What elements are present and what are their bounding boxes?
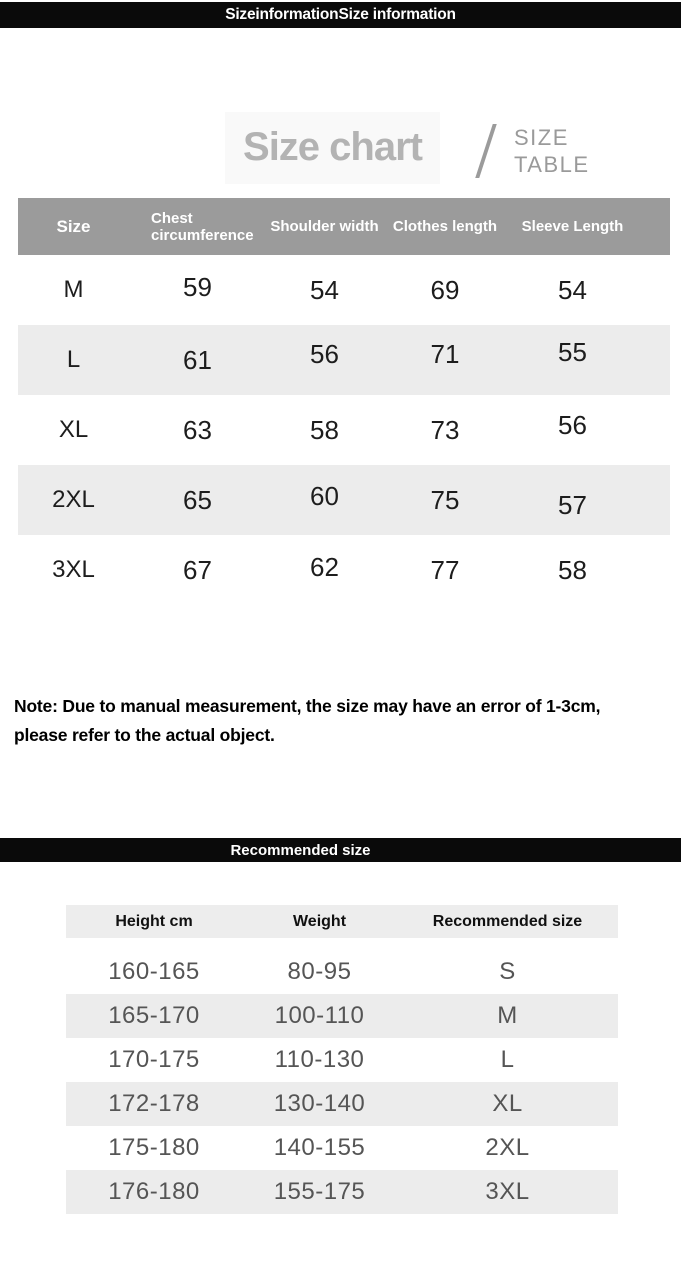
cell-clothes: 75	[430, 485, 460, 515]
cell-chest: 67	[183, 555, 212, 585]
cell-weight: 140-155	[273, 1134, 366, 1161]
cell-weight: 130-140	[273, 1090, 366, 1117]
column-header-height: Height cm	[115, 913, 193, 930]
size-chart-table: Size Chest circumference Shoulder width …	[18, 198, 670, 605]
cell-clothes: 77	[430, 555, 460, 585]
cell-size: L	[66, 346, 81, 373]
cell-weight: 80-95	[287, 958, 352, 985]
cell-height: 176-180	[108, 1178, 200, 1205]
cell-size: 3XL	[52, 556, 95, 583]
cell-height: 175-180	[108, 1134, 200, 1161]
table-row-3xl: 3XL 67 62 77 58	[18, 535, 670, 605]
cell-recommended: S	[499, 958, 516, 985]
cell-weight: 100-110	[274, 1002, 365, 1029]
measurement-note: Note: Due to manual measurement, the siz…	[14, 692, 669, 750]
cell-weight: 110-130	[274, 1046, 365, 1073]
cell-recommended: M	[497, 1002, 518, 1029]
cell-height: 172-178	[108, 1090, 200, 1117]
column-header-shoulder: Shoulder width	[270, 218, 379, 235]
cell-sleeve: 57	[558, 490, 587, 520]
cell-shoulder: 54	[310, 275, 339, 305]
table-row-m: 165-170 100-110 M	[66, 994, 618, 1038]
table-row-3xl: 176-180 155-175 3XL	[66, 1170, 618, 1214]
table-row-l: 170-175 110-130 L	[66, 1038, 618, 1082]
cell-sleeve: 58	[558, 555, 587, 585]
cell-chest: 63	[183, 415, 212, 445]
cell-shoulder: 58	[310, 415, 339, 445]
table-row-xl: 172-178 130-140 XL	[66, 1082, 618, 1126]
cell-sleeve: 56	[558, 410, 587, 440]
size-table-label: SIZE TABLE	[514, 124, 590, 178]
table-row-2xl: 2XL 65 60 75 57	[18, 465, 670, 535]
size-table-label-line2: TABLE	[514, 152, 590, 177]
recommended-size-banner: Recommended size	[0, 838, 681, 862]
recommended-table-body: 160-165 80-95 S 165-170 100-110 M 170-17…	[66, 950, 618, 1214]
cell-height: 170-175	[108, 1046, 200, 1073]
table-row-m: M 59 54 69 54	[18, 255, 670, 325]
cell-clothes: 71	[430, 339, 460, 369]
table-row-xl: XL 63 58 73 56	[18, 395, 670, 465]
recommended-header-row: Height cm Weight Recommended size	[66, 905, 618, 938]
cell-recommended: 3XL	[485, 1178, 530, 1205]
cell-clothes: 69	[430, 275, 460, 305]
recommended-size-banner-label: Recommended size	[230, 841, 371, 859]
cell-clothes: 73	[430, 415, 460, 445]
column-header-recommended: Recommended size	[432, 913, 583, 930]
cell-size: 2XL	[52, 486, 95, 513]
size-chart-header-row: Size Chest circumference Shoulder width …	[18, 198, 670, 255]
cell-chest: 65	[183, 485, 212, 515]
column-header-clothes: Clothes length	[392, 218, 498, 235]
cell-chest: 61	[183, 345, 212, 375]
column-header-weight: Weight	[292, 913, 347, 930]
cell-weight: 155-175	[273, 1178, 366, 1205]
cell-height: 160-165	[108, 958, 200, 985]
column-header-sleeve: Sleeve Length	[521, 218, 624, 235]
size-table-label-line1: SIZE	[514, 125, 569, 150]
cell-shoulder: 60	[310, 481, 339, 511]
top-banner: SizeinformationSize information	[0, 2, 681, 28]
cell-size: XL	[58, 416, 89, 443]
top-banner-label: SizeinformationSize information	[225, 6, 456, 23]
table-row-s: 160-165 80-95 S	[66, 950, 618, 994]
cell-sleeve: 55	[558, 337, 587, 367]
note-line2: please refer to the actual object.	[14, 725, 275, 745]
column-header-chest-text: Chest circumference	[151, 209, 254, 244]
column-header-chest: Chest circumference	[129, 210, 266, 244]
cell-shoulder: 56	[310, 339, 339, 369]
note-line1: Note: Due to manual measurement, the siz…	[14, 696, 601, 716]
table-row-l: L 61 56 71 55	[18, 325, 670, 395]
table-row-2xl: 175-180 140-155 2XL	[66, 1126, 618, 1170]
cell-recommended: L	[500, 1046, 515, 1073]
cell-chest: 59	[183, 272, 212, 302]
column-header-size: Size	[56, 217, 91, 236]
cell-height: 165-170	[108, 1002, 200, 1029]
cell-size: M	[63, 276, 84, 303]
size-chart-title: Size chart	[225, 112, 440, 184]
cell-shoulder: 62	[310, 552, 339, 582]
recommended-size-table: Height cm Weight Recommended size 160-16…	[66, 905, 618, 1214]
cell-recommended: 2XL	[485, 1134, 530, 1161]
slash-divider-icon	[475, 124, 497, 178]
cell-sleeve: 54	[558, 275, 587, 305]
cell-recommended: XL	[492, 1090, 523, 1117]
